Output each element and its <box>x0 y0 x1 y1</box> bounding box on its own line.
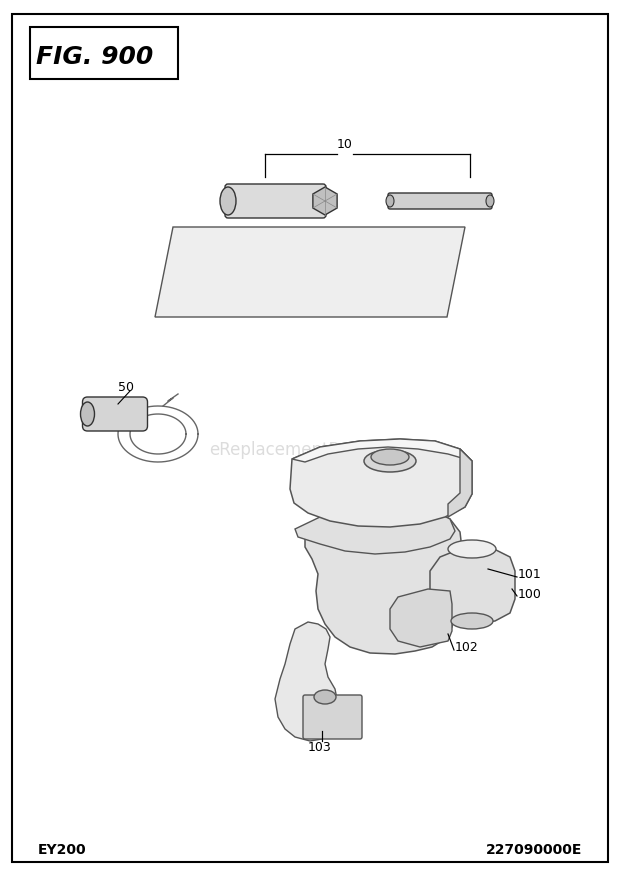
Text: 103: 103 <box>308 741 332 753</box>
Polygon shape <box>448 450 472 517</box>
Ellipse shape <box>81 403 94 426</box>
FancyBboxPatch shape <box>82 397 148 431</box>
FancyBboxPatch shape <box>388 194 492 210</box>
Polygon shape <box>275 623 338 741</box>
Polygon shape <box>390 589 452 647</box>
Text: 100: 100 <box>518 588 542 601</box>
Ellipse shape <box>486 196 494 208</box>
Polygon shape <box>305 504 462 654</box>
Ellipse shape <box>386 196 394 208</box>
Text: 101: 101 <box>518 567 542 581</box>
Ellipse shape <box>451 613 493 630</box>
Polygon shape <box>430 547 515 624</box>
Ellipse shape <box>371 450 409 466</box>
Ellipse shape <box>314 690 336 704</box>
Text: 102: 102 <box>455 641 479 653</box>
Polygon shape <box>155 228 465 317</box>
Polygon shape <box>292 439 472 462</box>
Text: eReplacementParts.com: eReplacementParts.com <box>209 440 411 459</box>
Polygon shape <box>313 188 337 216</box>
Text: 10: 10 <box>337 139 353 152</box>
FancyBboxPatch shape <box>303 695 362 739</box>
Bar <box>30 28 178 80</box>
Text: 227090000E: 227090000E <box>485 842 582 856</box>
Ellipse shape <box>448 540 496 559</box>
Ellipse shape <box>220 188 236 216</box>
Polygon shape <box>295 504 455 554</box>
Ellipse shape <box>364 451 416 473</box>
Text: 50: 50 <box>118 381 134 394</box>
Polygon shape <box>290 439 472 527</box>
Text: EY200: EY200 <box>38 842 87 856</box>
FancyBboxPatch shape <box>225 185 326 218</box>
Text: FIG. 900: FIG. 900 <box>36 45 153 69</box>
